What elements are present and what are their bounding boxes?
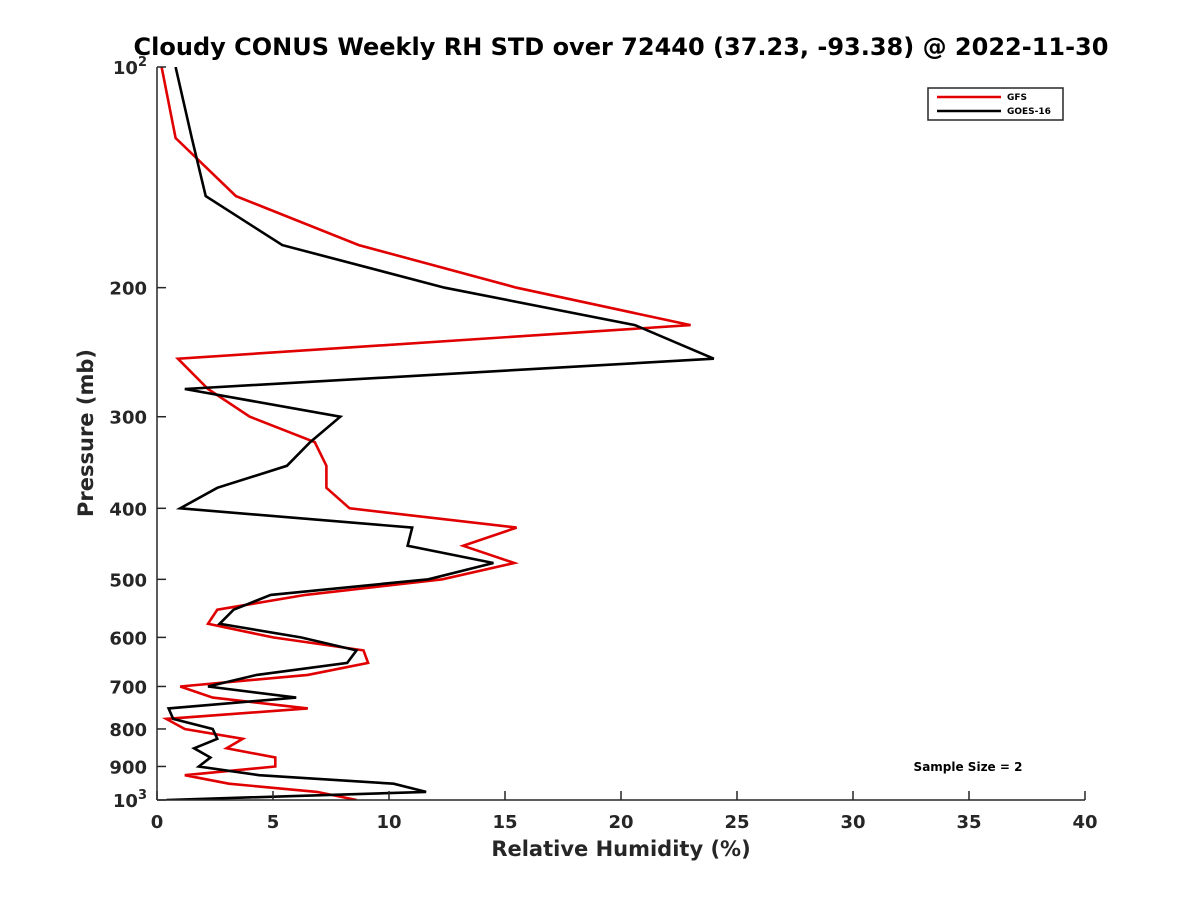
- y-tick-label: 200: [109, 279, 147, 300]
- series-line-goes-16: [166, 67, 715, 800]
- x-tick-label: 25: [724, 812, 749, 833]
- y-tick-label: 300: [109, 408, 147, 429]
- plot-area: [160, 67, 715, 800]
- y-tick-label: 900: [109, 757, 147, 778]
- x-axis-label: Relative Humidity (%): [491, 837, 750, 861]
- y-tick-label: 103: [113, 788, 147, 812]
- y-tick-label: 400: [109, 499, 147, 520]
- x-tick-label: 20: [608, 812, 633, 833]
- y-tick-label: 102: [113, 55, 147, 79]
- y-tick-label: 600: [109, 628, 147, 649]
- sample-size-annotation: Sample Size = 2: [914, 760, 1023, 774]
- y-ticks: 102 200 300 400 500 600 700 800 900 103: [109, 55, 166, 812]
- x-tick-label: 5: [267, 812, 280, 833]
- x-tick-label: 0: [151, 812, 164, 833]
- axes: [156, 67, 1085, 801]
- series-line-gfs: [160, 67, 691, 800]
- x-tick-label: 35: [956, 812, 981, 833]
- legend-label: GFS: [1007, 93, 1027, 103]
- x-tick-label: 15: [492, 812, 517, 833]
- x-tick-label: 40: [1072, 812, 1097, 833]
- y-axis-label: Pressure (mb): [74, 349, 98, 517]
- legend-label: GOES-16: [1007, 107, 1051, 117]
- chart-title: Cloudy CONUS Weekly RH STD over 72440 (3…: [134, 33, 1109, 61]
- legend-box: [927, 87, 1064, 121]
- legend: GFS GOES-16: [927, 87, 1064, 121]
- y-tick-label: 500: [109, 570, 147, 591]
- y-tick-label: 800: [109, 720, 147, 741]
- x-tick-label: 10: [376, 812, 401, 833]
- x-ticks: 0 5 10 15 20 25 30 35 40: [151, 791, 1098, 833]
- x-tick-label: 30: [840, 812, 865, 833]
- y-tick-label: 700: [109, 677, 147, 698]
